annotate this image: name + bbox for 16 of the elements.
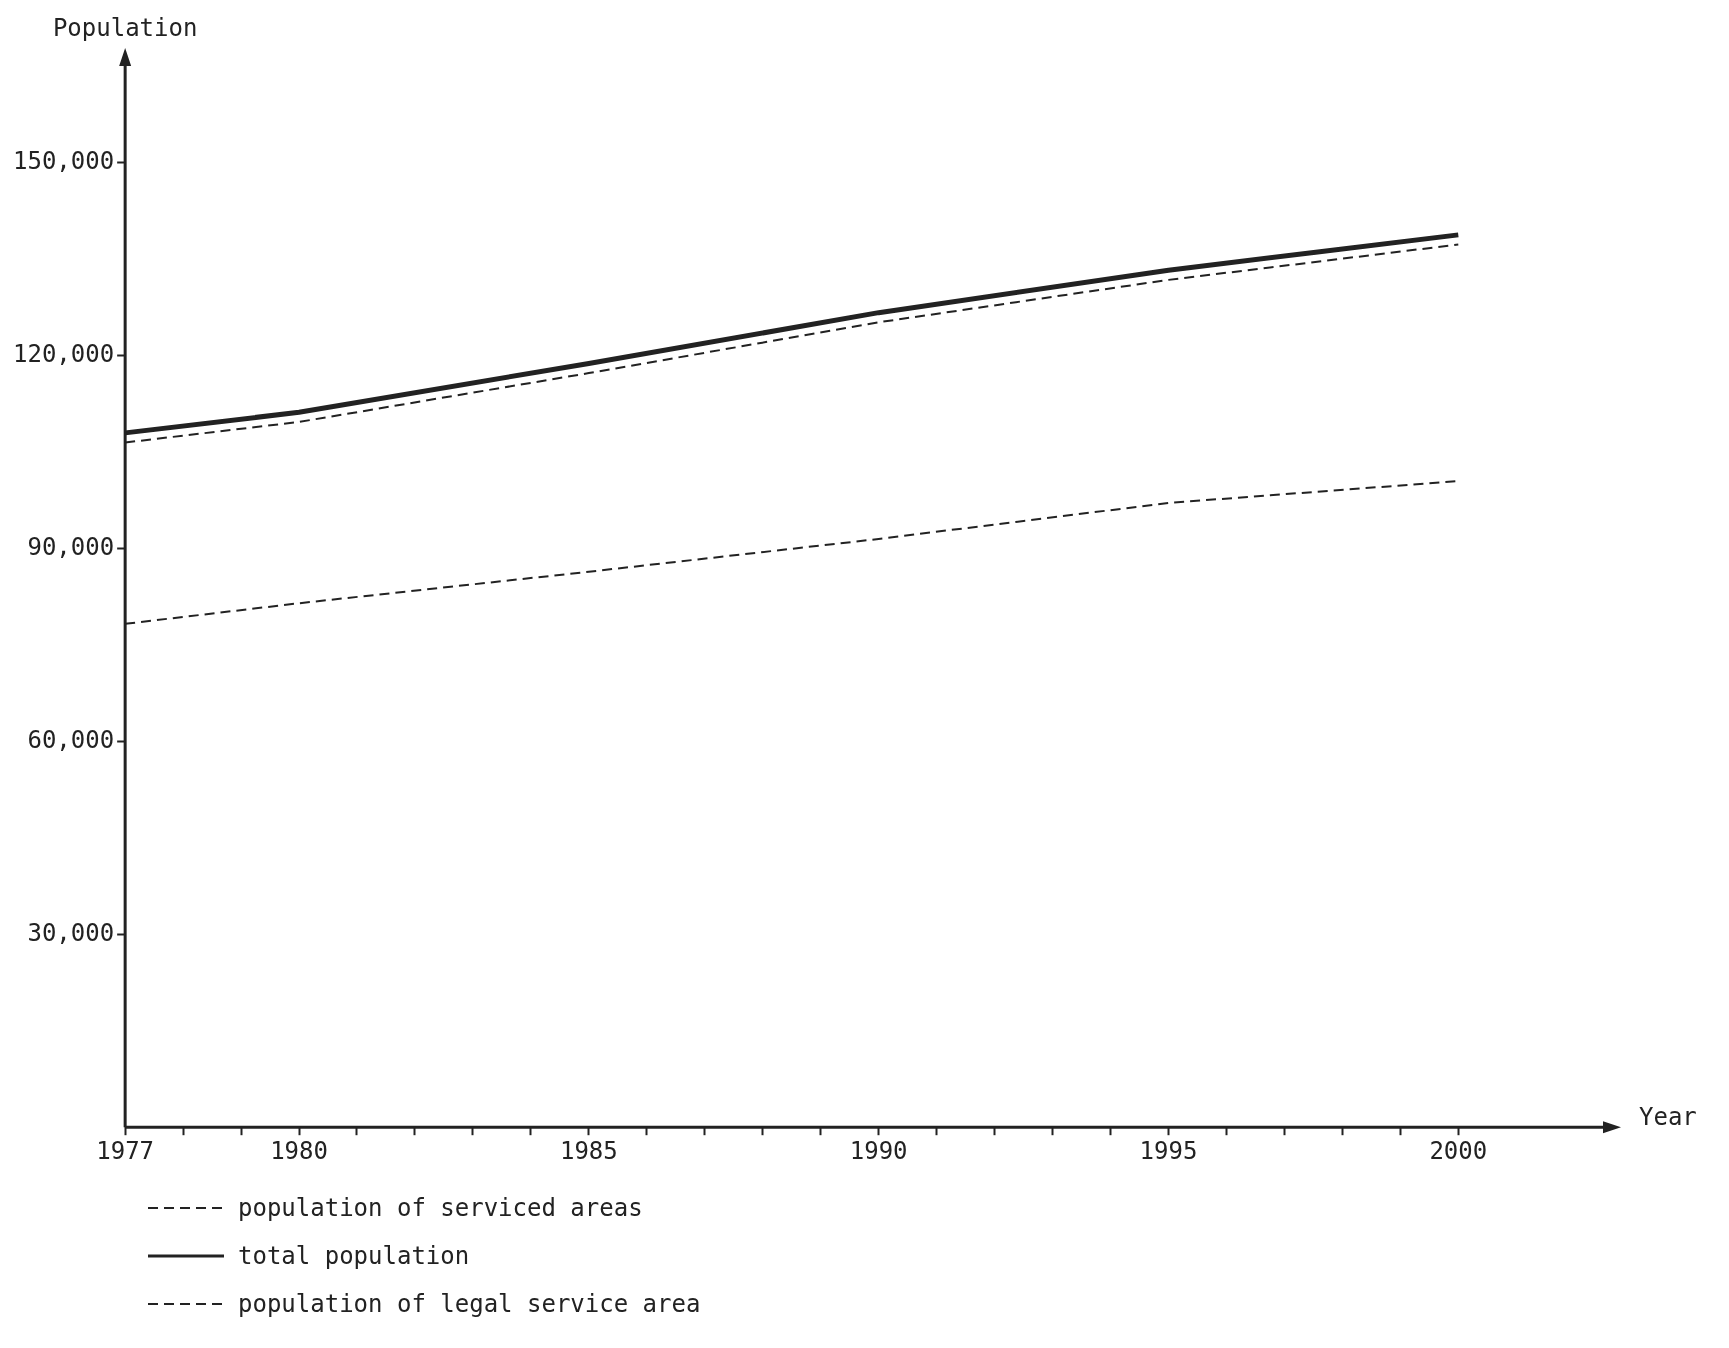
x-tick-label: 1980	[270, 1136, 328, 1165]
y-tick-label: 90,000	[27, 532, 115, 561]
x-tick-label: 1985	[559, 1136, 618, 1165]
y-tick-label: 150,000	[12, 147, 115, 176]
legend-label: population of legal service area	[238, 1290, 701, 1318]
y-tick-label: 30,000	[27, 918, 115, 947]
x-tick-label: 1990	[849, 1136, 908, 1165]
x-tick-label: 2000	[1429, 1136, 1488, 1165]
legend-label: population of serviced areas	[238, 1194, 643, 1222]
legend-label: total population	[238, 1242, 470, 1270]
x-axis-title: Year	[1639, 1103, 1697, 1132]
y-axis-title: Population	[52, 14, 198, 43]
x-tick-label: 1977	[96, 1136, 155, 1165]
y-tick-label: 60,000	[27, 725, 115, 754]
y-tick-label: 120,000	[12, 339, 115, 368]
x-tick-label: 1995	[1139, 1136, 1198, 1165]
